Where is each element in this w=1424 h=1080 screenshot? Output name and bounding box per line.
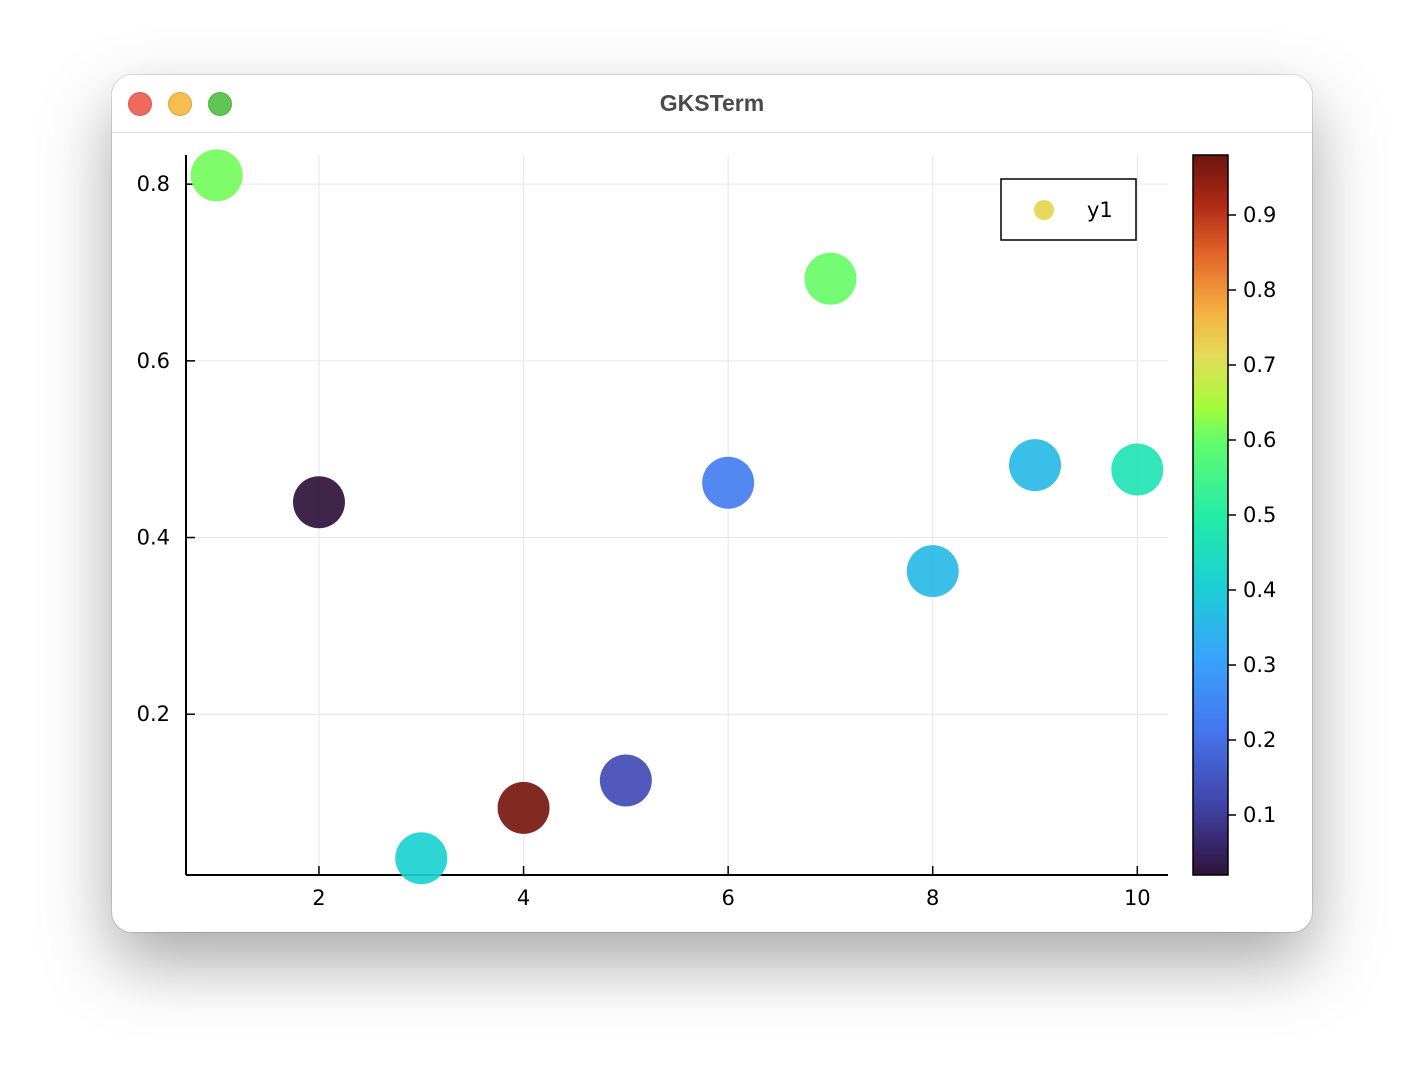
title-bar[interactable]: GKSTerm [112, 75, 1312, 133]
data-point [395, 832, 448, 885]
minimize-button[interactable] [168, 92, 192, 116]
colorbar: 0.1 0.2 0.3 0.4 0.5 0.6 0.7 0.8 0.9 [1192, 154, 1276, 876]
colorbar-tick-label: 0.9 [1243, 203, 1276, 227]
colorbar-tick-label: 0.3 [1243, 653, 1276, 677]
data-point [1111, 443, 1164, 496]
data-point [497, 781, 550, 834]
axes: 2 4 6 8 10 0.2 0.4 0.6 0.8 [137, 155, 1168, 910]
legend-marker [1034, 200, 1054, 220]
colorbar-tick-label: 0.6 [1243, 428, 1276, 452]
grid-lines [186, 155, 1168, 875]
legend-label: y1 [1087, 198, 1113, 222]
x-tick-label: 2 [312, 886, 325, 910]
x-tick-label: 8 [926, 886, 939, 910]
maximize-button[interactable] [208, 92, 232, 116]
data-point [190, 149, 243, 202]
colorbar-tick-label: 0.5 [1243, 503, 1276, 527]
colorbar-tick-label: 0.2 [1243, 728, 1276, 752]
data-point [804, 252, 857, 305]
window-title: GKSTerm [659, 90, 765, 116]
legend: y1 [1000, 178, 1137, 241]
colorbar-tick-label: 0.7 [1243, 353, 1276, 377]
data-point [292, 476, 345, 529]
colorbar-tick-label: 0.4 [1243, 578, 1276, 602]
scatter-plot: 2 4 6 8 10 0.2 0.4 0.6 0.8 y1 0.1 0.2 0.3 0.4 0.5 0.6… [137, 149, 1276, 910]
colorbar-tick-label: 0.8 [1243, 278, 1276, 302]
y-tick-label: 0.6 [137, 349, 170, 373]
y-tick-label: 0.2 [137, 702, 170, 726]
colorbar-tick-label: 0.1 [1243, 803, 1276, 827]
data-point [702, 456, 755, 509]
x-tick-label: 4 [517, 886, 530, 910]
legend-box [1000, 178, 1137, 241]
colorbar-gradient [1192, 154, 1229, 876]
x-tick-label: 6 [721, 886, 734, 910]
y-tick-label: 0.8 [137, 172, 170, 196]
y-tick-label: 0.4 [137, 526, 170, 550]
gksterm-window: GKSTerm 2 4 6 8 10 0.2 0.4 0.6 0.8 y1 0 [112, 75, 1312, 932]
data-point [599, 754, 652, 807]
data-point [1009, 439, 1062, 492]
x-tick-label: 10 [1124, 886, 1151, 910]
close-button[interactable] [128, 92, 152, 116]
data-points [190, 149, 1164, 885]
data-point [906, 545, 959, 598]
